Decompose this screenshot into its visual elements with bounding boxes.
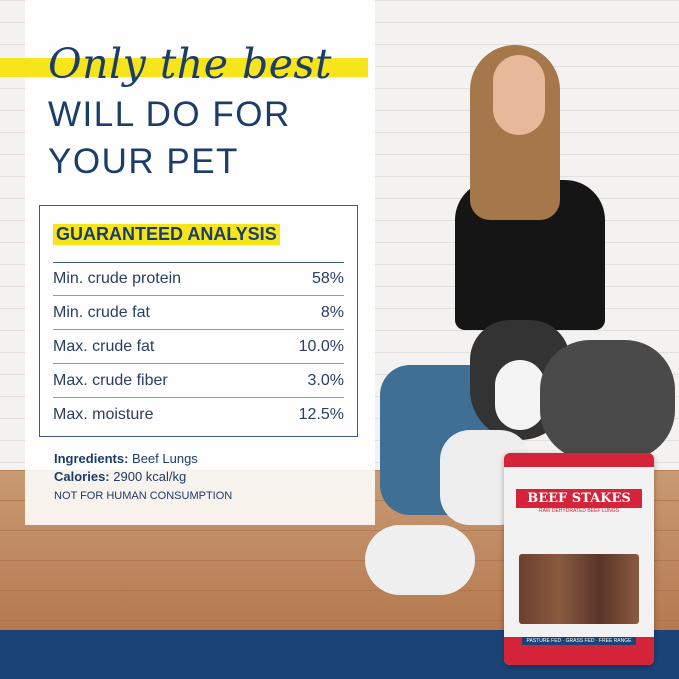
analysis-title: GUARANTEED ANALYSIS: [53, 224, 280, 245]
row-value: 3.0%: [307, 371, 344, 389]
headline-line-3: YOUR PET: [48, 142, 239, 181]
row-value: 58%: [311, 270, 344, 287]
row-label: Max. crude fat: [53, 337, 155, 355]
row-value: 8%: [320, 303, 344, 321]
row-value: 10.0%: [298, 337, 344, 355]
product-subtitle: RAW DEHYDRATED BEEF LUNGS: [538, 508, 619, 514]
calories-value: 2900 kcal/kg: [113, 469, 187, 484]
ingredients-value: Beef Lungs: [132, 451, 198, 466]
product-window: [519, 554, 639, 624]
analysis-row: Max. crude fat 10.0%: [53, 330, 344, 364]
analysis-row: Max. crude fiber 3.0%: [53, 364, 344, 398]
row-value: 12.5%: [298, 406, 344, 423]
calories-line: Calories: 2900 kcal/kg: [54, 469, 186, 484]
analysis-row: Max. moisture 12.5%: [53, 398, 344, 432]
guaranteed-analysis-box: [39, 205, 358, 437]
headline-script: Only the best: [48, 40, 333, 88]
row-label: Min. crude protein: [53, 270, 182, 287]
row-label: Min. crude fat: [53, 303, 150, 321]
product-bag: BEEF STAKES RAW DEHYDRATED BEEF LUNGS PA…: [504, 453, 654, 665]
product-brand: BEEF STAKES: [516, 489, 642, 508]
warning-text: NOT FOR HUMAN CONSUMPTION: [54, 490, 233, 502]
ingredients-label: Ingredients:: [54, 451, 129, 466]
headline-line-2: WILL DO FOR: [48, 95, 291, 134]
row-label: Max. moisture: [53, 406, 154, 423]
headline-highlight: [0, 58, 368, 77]
calories-label: Calories:: [54, 469, 110, 484]
analysis-row: Min. crude protein 58%: [53, 262, 344, 296]
analysis-row: Min. crude fat 8%: [53, 296, 344, 330]
product-badges: PASTURE FED · GRASS FED · FREE RANGE: [522, 637, 636, 645]
row-label: Max. crude fiber: [53, 371, 168, 389]
ingredients-line: Ingredients: Beef Lungs: [54, 451, 198, 466]
